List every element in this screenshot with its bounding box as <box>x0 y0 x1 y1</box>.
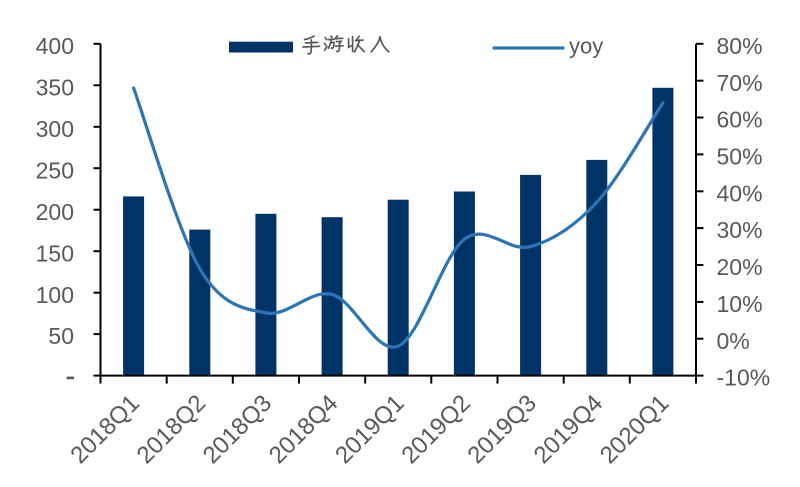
svg-text:10%: 10% <box>717 291 763 317</box>
svg-text:100: 100 <box>36 282 74 308</box>
svg-text:60%: 60% <box>717 107 763 133</box>
svg-text:400: 400 <box>36 33 74 59</box>
svg-text:200: 200 <box>36 199 74 225</box>
svg-text:20%: 20% <box>717 254 763 280</box>
svg-text:0%: 0% <box>717 328 750 354</box>
svg-text:30%: 30% <box>717 217 763 243</box>
svg-text:40%: 40% <box>717 180 763 206</box>
svg-text:yoy: yoy <box>569 34 603 59</box>
svg-text:50: 50 <box>48 323 74 349</box>
svg-text:80%: 80% <box>717 33 763 59</box>
svg-text:350: 350 <box>36 74 74 100</box>
svg-text:250: 250 <box>36 157 74 183</box>
svg-text:70%: 70% <box>717 70 763 96</box>
svg-text:-10%: -10% <box>717 365 771 391</box>
svg-text:150: 150 <box>36 240 74 266</box>
svg-text:50%: 50% <box>717 144 763 170</box>
svg-text:300: 300 <box>36 116 74 142</box>
